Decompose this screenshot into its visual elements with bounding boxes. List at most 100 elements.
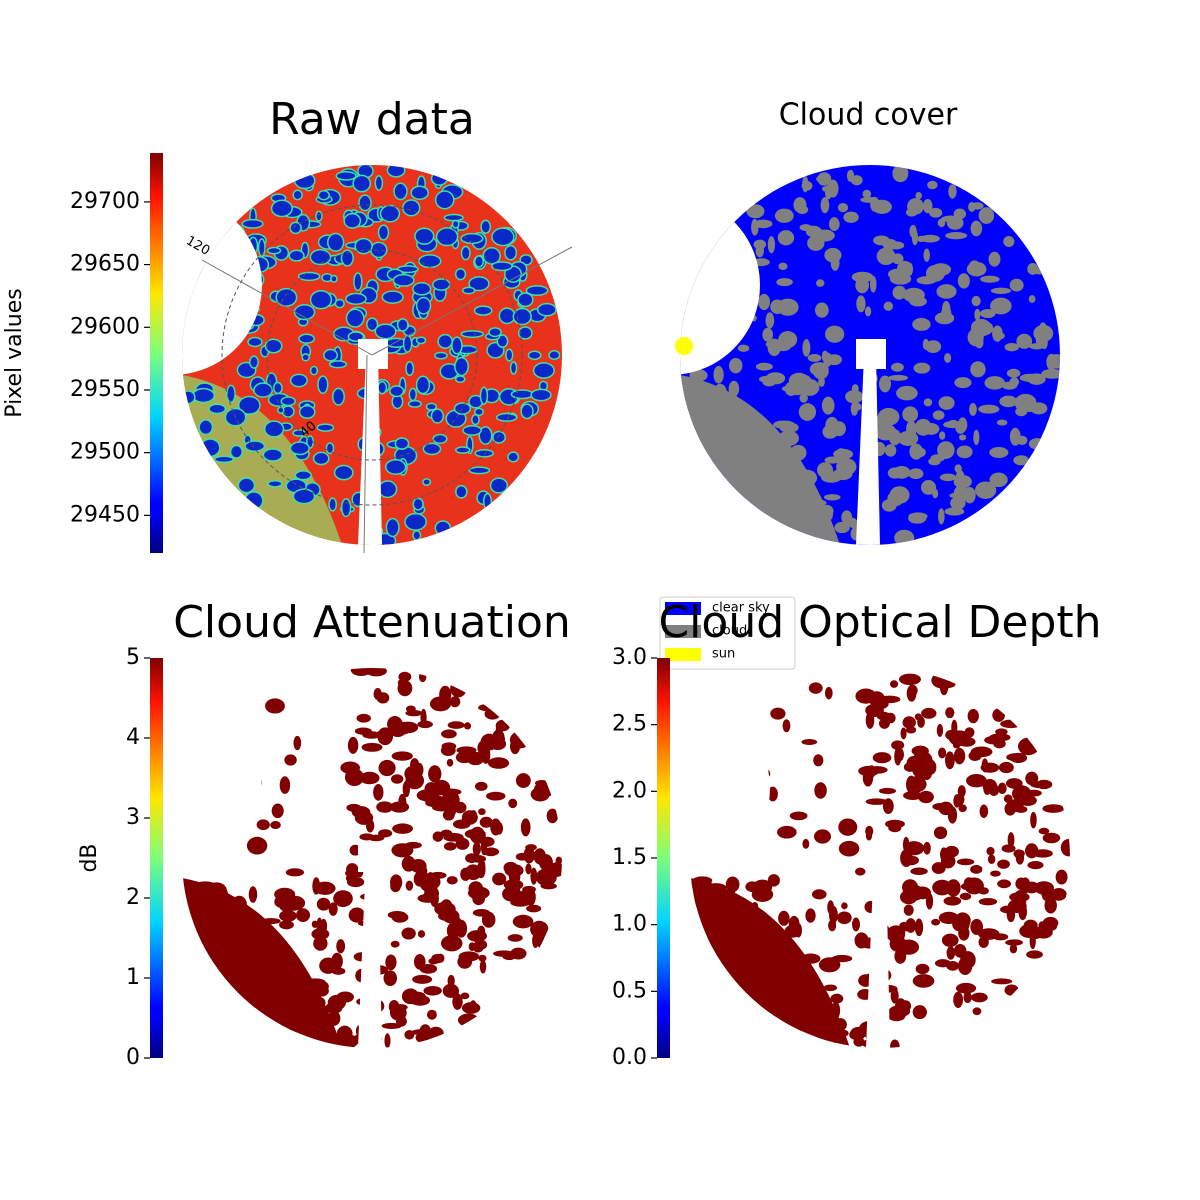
image-texture (446, 758, 454, 767)
image-texture (778, 262, 788, 271)
image-texture (836, 458, 857, 476)
image-texture (990, 297, 1012, 315)
image-texture (510, 389, 534, 400)
image-texture (945, 232, 968, 240)
image-texture (316, 917, 323, 934)
image-texture (998, 761, 1014, 774)
image-texture (422, 442, 442, 456)
image-texture (271, 803, 284, 819)
image-texture (883, 301, 894, 311)
image-texture (292, 488, 316, 505)
image-texture (353, 272, 363, 292)
image-texture (766, 941, 774, 953)
image-texture (858, 765, 880, 777)
image-texture (346, 803, 362, 812)
colorbar-tick-label: 29600 (70, 314, 140, 339)
image-texture (978, 207, 995, 224)
colorbar-tick-label: 1 (126, 965, 140, 990)
image-texture (1006, 368, 1021, 378)
image-texture (313, 936, 328, 951)
image-texture (718, 445, 738, 461)
image-texture (509, 731, 531, 749)
image-texture (775, 447, 784, 464)
image-texture (478, 426, 493, 445)
image-texture (548, 862, 562, 877)
image-texture (786, 952, 800, 969)
image-texture (988, 251, 1001, 267)
image-texture (478, 704, 494, 712)
image-texture (284, 895, 306, 911)
image-texture (361, 742, 383, 752)
image-texture (202, 917, 223, 930)
image-texture (461, 286, 476, 295)
polar-grid (221, 204, 523, 506)
image-texture (383, 970, 398, 987)
image-texture (206, 893, 215, 904)
image-texture (807, 235, 825, 251)
image-texture (1019, 373, 1042, 383)
image-texture (517, 292, 534, 308)
image-texture (799, 976, 808, 985)
image-texture (476, 860, 486, 879)
image-texture (908, 512, 928, 520)
image-texture (460, 867, 471, 881)
image-texture (760, 965, 769, 980)
image-texture (264, 338, 283, 354)
image-texture (226, 384, 236, 404)
image-texture (801, 180, 813, 191)
image-texture (902, 716, 916, 729)
image-texture (746, 974, 760, 987)
image-texture (890, 428, 897, 438)
image-texture (999, 395, 1018, 408)
image-texture (237, 395, 261, 415)
image-texture (460, 992, 470, 1000)
image-texture (966, 774, 987, 788)
image-texture (482, 492, 493, 511)
image-texture (370, 241, 388, 259)
image-texture (384, 458, 407, 475)
image-texture (343, 212, 362, 229)
image-texture (781, 444, 793, 461)
image-texture (491, 227, 515, 247)
image-texture (978, 404, 1000, 414)
image-texture (874, 423, 897, 441)
image-texture (328, 902, 338, 916)
image-texture (873, 235, 890, 246)
image-texture (340, 249, 354, 267)
image-texture (311, 928, 330, 940)
image-texture (249, 967, 265, 982)
image-texture (182, 390, 196, 405)
image-texture (765, 339, 785, 349)
image-texture (1042, 804, 1065, 813)
image-texture (345, 308, 365, 328)
image-texture (777, 825, 797, 839)
image-texture (221, 950, 229, 968)
image-texture (984, 735, 1003, 745)
image-texture (451, 219, 460, 229)
image-texture (336, 939, 346, 954)
image-texture (430, 408, 445, 424)
image-texture (311, 980, 329, 993)
image-texture (888, 374, 909, 381)
image-texture (267, 479, 283, 488)
image-texture (257, 949, 268, 968)
image-texture (949, 492, 969, 499)
image-texture (454, 356, 469, 377)
image-texture (498, 307, 516, 325)
image-texture (208, 403, 227, 415)
image-texture (347, 331, 365, 342)
image-texture (922, 338, 930, 350)
image-texture (443, 842, 457, 851)
image-texture (991, 978, 1013, 985)
image-texture (903, 855, 919, 866)
image-texture (431, 953, 444, 964)
image-texture (930, 454, 945, 462)
colorbar-label: Pixel values (2, 288, 27, 417)
image-texture (816, 279, 825, 287)
image-texture (802, 339, 811, 357)
image-texture (546, 808, 559, 824)
image-texture (746, 204, 765, 219)
image-texture (891, 740, 905, 750)
image-texture (759, 375, 776, 383)
image-texture (829, 217, 840, 232)
